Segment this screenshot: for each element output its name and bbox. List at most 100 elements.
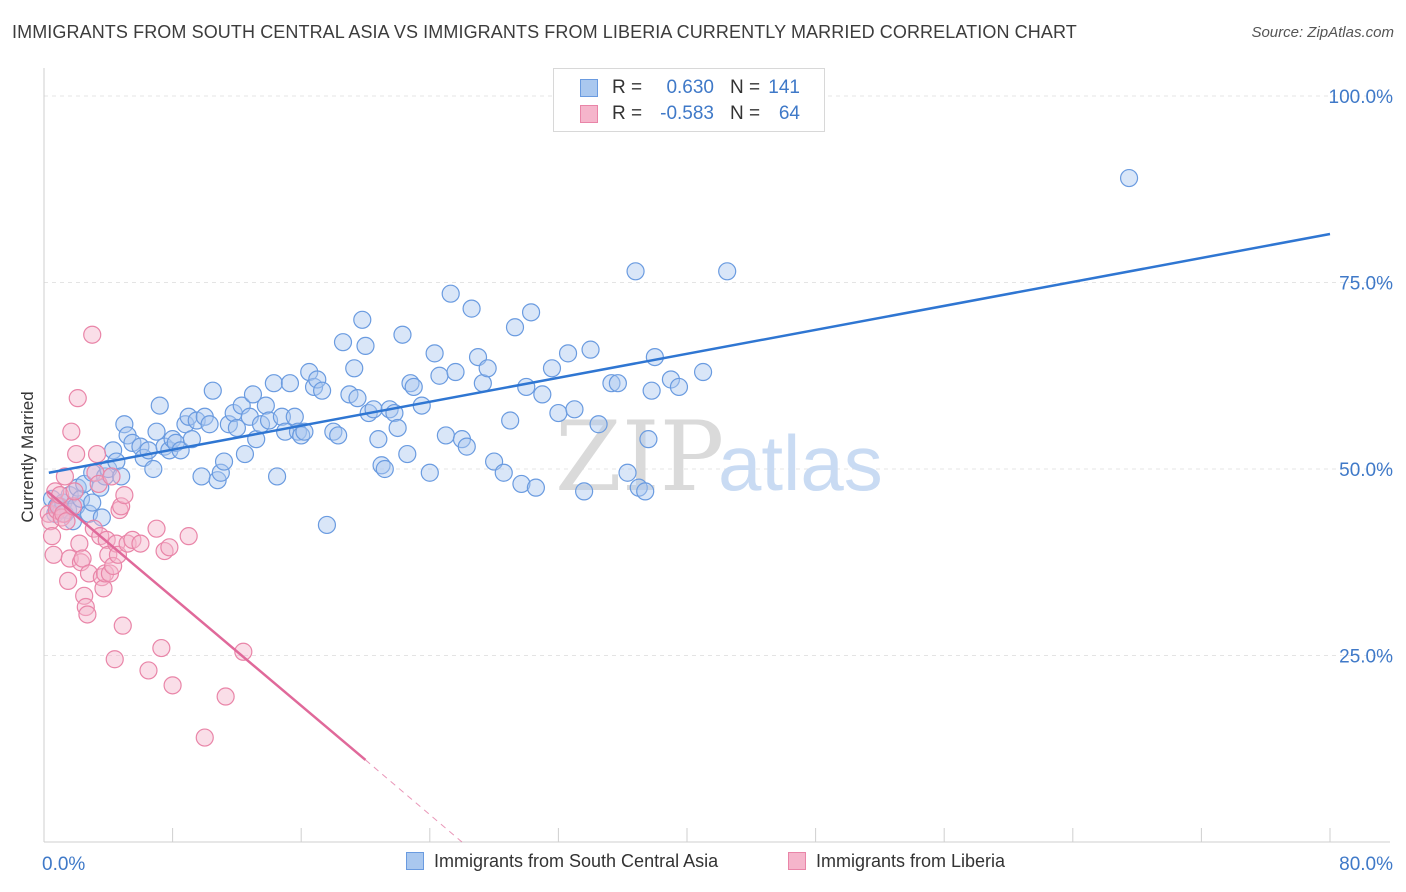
data-point-south-central-asia [272,407,292,426]
data-point-south-central-asia [115,415,134,434]
data-point-south-central-asia [446,362,465,382]
legend-n-value: 141 [768,77,800,98]
data-point-liberia [113,616,132,635]
data-point-south-central-asia [526,478,545,497]
data-point-south-central-asia [512,474,531,494]
source-credit: Source: ZipAtlas.com [1251,24,1394,41]
data-point-south-central-asia [618,463,637,482]
data-point-south-central-asia [308,370,327,389]
trend-line-liberia [46,490,367,761]
data-point-south-central-asia [505,318,525,337]
data-point-south-central-asia [243,385,263,404]
data-point-liberia [67,444,86,464]
data-point-liberia [131,534,150,553]
data-point-south-central-asia [558,344,578,363]
data-point-south-central-asia [267,467,287,486]
legend-n-value: 64 [778,103,800,124]
watermark-atlas: atlas [718,419,883,507]
data-point-south-central-asia [200,415,219,434]
data-point-liberia [70,534,89,553]
data-point-south-central-asia [542,359,562,378]
data-point-liberia [104,556,123,576]
data-point-south-central-asia [521,303,541,322]
data-point-south-central-asia [393,325,412,344]
trend-line-liberia-extension [365,759,463,843]
data-point-liberia [147,519,166,538]
data-point-liberia [179,527,198,546]
bottom-legend-label: Immigrants from Liberia [816,851,1006,871]
data-point-liberia [68,389,87,408]
data-point-south-central-asia [457,437,476,456]
y-tick-label: 25.0% [1339,647,1393,668]
data-point-south-central-asia [348,389,367,408]
data-point-south-central-asia [425,344,444,363]
data-point-liberia [105,650,124,669]
data-point-liberia [55,467,74,486]
data-point-south-central-asia [182,430,201,449]
data-point-south-central-asia [333,333,353,352]
trend-lines [46,232,1331,843]
data-point-liberia [195,728,214,747]
data-point-south-central-asia [626,262,645,281]
y-tick-label: 100.0% [1329,87,1394,108]
data-point-south-central-asia [1119,168,1139,188]
data-point-south-central-asia [369,430,388,449]
y-tick-label: 50.0% [1339,460,1393,481]
data-point-liberia [112,497,131,516]
data-point-south-central-asia [256,396,275,415]
data-point-south-central-asia [264,374,283,393]
data-point-south-central-asia [639,430,658,449]
data-point-south-central-asia [533,385,552,404]
data-point-south-central-asia [565,400,584,419]
data-point-south-central-asia [581,340,600,359]
data-point-south-central-asia [494,463,513,482]
series-south-central-asia-points [42,168,1139,535]
y-axis-label: Currently Married [18,391,37,523]
legend-n-label: N = [730,103,761,124]
data-point-liberia [152,638,171,658]
data-point-south-central-asia [718,262,737,281]
data-point-south-central-asia [589,415,608,434]
data-point-south-central-asia [430,366,449,385]
data-point-liberia [59,571,78,591]
legend-row-south-central-asia: R = 0.630 N = 141 [554,75,824,101]
data-point-liberia [42,527,62,546]
data-point-south-central-asia [549,403,568,423]
data-point-liberia [44,545,63,564]
data-point-south-central-asia [317,515,337,535]
axes [43,68,1390,843]
data-point-liberia [65,482,84,501]
bottom-legend-liberia: Immigrants from Liberia [788,851,1005,872]
data-point-south-central-asia [642,381,661,400]
data-point-liberia [216,687,235,706]
data-point-south-central-asia [295,422,314,441]
data-point-liberia [160,538,179,557]
data-point-south-central-asia [669,377,689,397]
data-point-south-central-asia [608,374,627,393]
data-point-south-central-asia [356,336,375,356]
data-point-liberia [78,605,97,624]
data-point-liberia [115,486,134,505]
tick-labels: 25.0% 50.0% 75.0% 100.0% 0.0% 80.0% [42,87,1393,875]
data-point-south-central-asia [147,422,166,441]
data-point-liberia [76,597,95,617]
data-point-south-central-asia [235,444,255,464]
correlation-legend: R = 0.630 N = 141 R = -0.583 N = 64 [553,68,825,132]
data-point-south-central-asia [203,381,222,400]
legend-r-label: R = [612,77,643,98]
data-point-liberia [62,422,81,441]
legend-swatch-blue [580,79,598,97]
legend-n-label: N = [730,77,761,98]
data-point-south-central-asia [329,426,348,445]
data-point-south-central-asia [388,418,407,438]
data-point-liberia [163,676,182,695]
data-point-liberia [60,549,79,568]
data-point-south-central-asia [364,400,383,419]
data-point-south-central-asia [501,411,520,430]
x-tick-label-min: 0.0% [42,854,85,875]
data-point-south-central-asia [280,374,300,393]
legend-swatch-pink [580,105,598,123]
legend-r-value: -0.583 [660,103,714,124]
data-point-south-central-asia [375,459,394,479]
data-point-south-central-asia [192,467,211,486]
